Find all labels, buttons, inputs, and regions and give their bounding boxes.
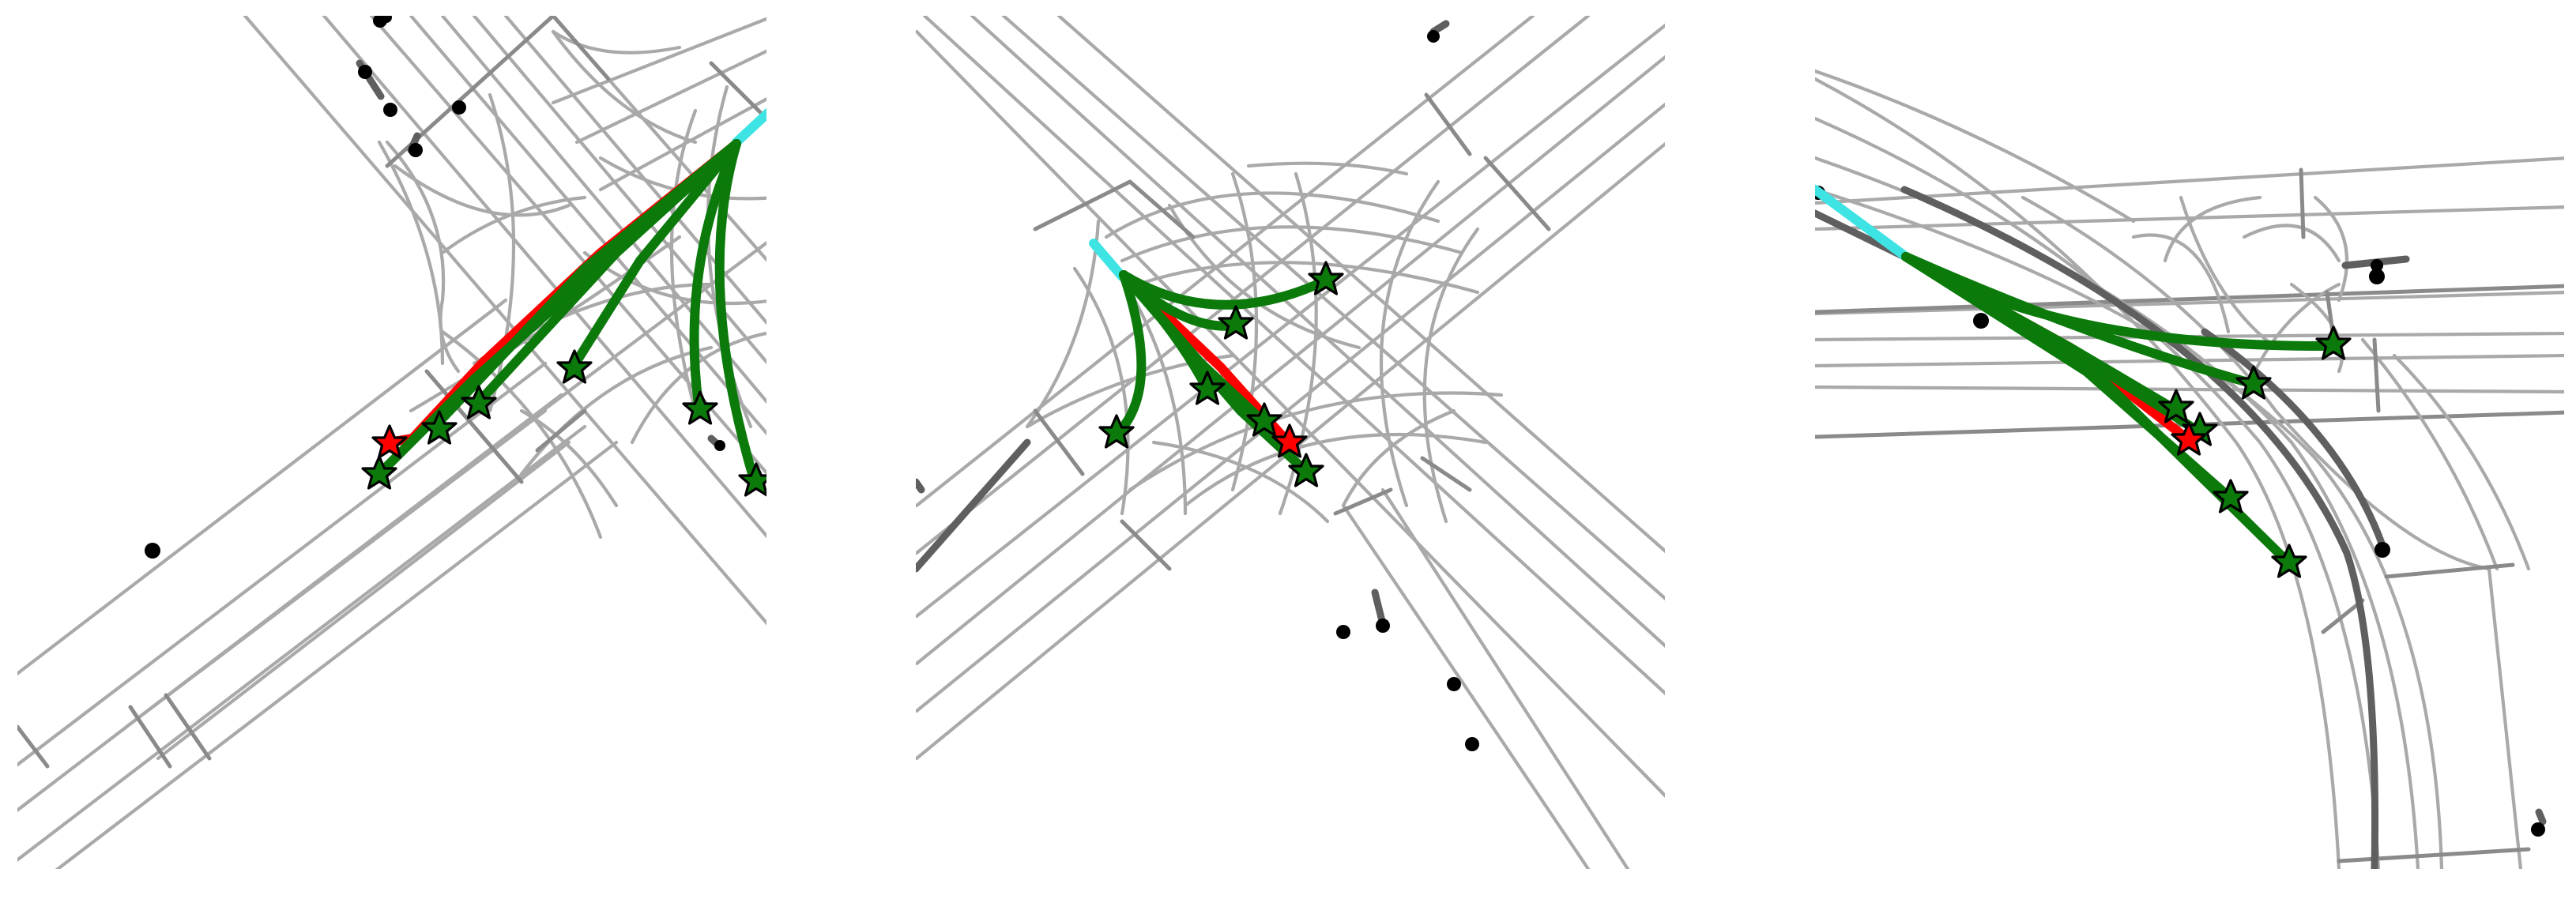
predicted-trajectory [1119,270,1331,310]
predicted-trajectory [473,139,741,408]
panel-1 [17,16,766,869]
predicted-endpoint-star [738,462,766,497]
history-trajectory [732,107,766,147]
predicted-endpoint-star [682,390,718,425]
panel-2 [916,16,1665,869]
panel-2-agents [916,20,1479,751]
predicted-trajectory [1113,270,1147,438]
panel-1-agents [145,16,725,559]
panel-3 [1815,69,2564,869]
panel-3-lane-map [1815,69,2564,869]
predicted-trajectory [689,139,741,416]
panel-1-boundaries [17,16,766,769]
predicted-trajectory [568,139,741,372]
panel-3-trajectories [1815,185,2337,567]
predicted-trajectory [1901,252,2258,389]
history-trajectory [1815,185,1911,261]
panel-2-boundaries [1033,92,1551,571]
panel-3-boundaries [2299,167,2531,863]
predicted-trajectory [714,139,759,487]
history-trajectory [1089,239,1127,281]
panel-1-lane-map [17,16,766,869]
predicted-endpoint-star [2315,325,2352,360]
